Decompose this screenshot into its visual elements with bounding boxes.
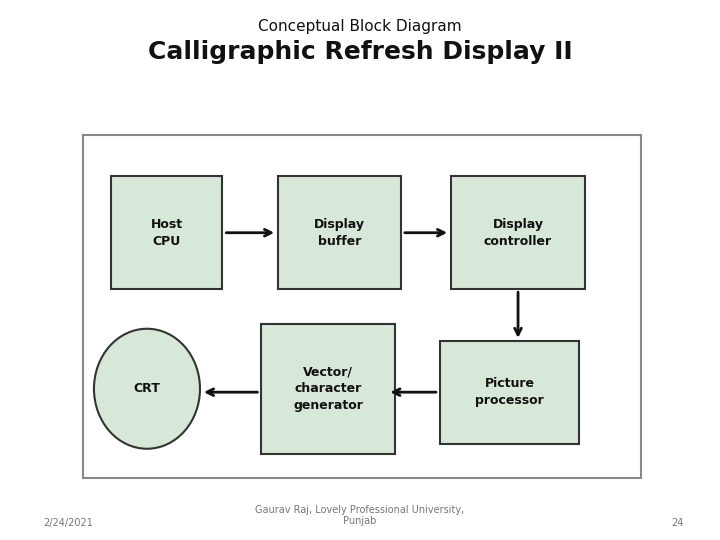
Text: Picture
processor: Picture processor — [475, 377, 544, 407]
FancyBboxPatch shape — [278, 176, 401, 289]
Text: Display
controller: Display controller — [484, 218, 552, 248]
Ellipse shape — [94, 329, 200, 449]
FancyBboxPatch shape — [451, 176, 585, 289]
Text: Conceptual Block Diagram: Conceptual Block Diagram — [258, 19, 462, 34]
Text: CRT: CRT — [133, 382, 161, 395]
FancyBboxPatch shape — [111, 176, 222, 289]
Text: Display
buffer: Display buffer — [314, 218, 365, 248]
Text: 2/24/2021: 2/24/2021 — [43, 518, 93, 528]
FancyBboxPatch shape — [440, 341, 580, 444]
Text: 24: 24 — [672, 518, 684, 528]
Text: Host
CPU: Host CPU — [150, 218, 183, 248]
Text: Calligraphic Refresh Display II: Calligraphic Refresh Display II — [148, 40, 572, 64]
FancyBboxPatch shape — [261, 323, 395, 454]
Text: Gaurav Raj, Lovely Professional University,
Punjab: Gaurav Raj, Lovely Professional Universi… — [256, 505, 464, 526]
Text: Vector/
character
generator: Vector/ character generator — [293, 365, 364, 412]
